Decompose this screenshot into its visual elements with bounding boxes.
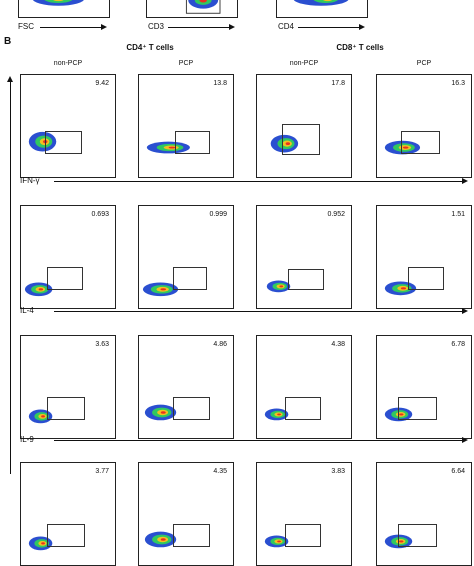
- gate-box: [172, 397, 211, 420]
- panel-a-arrowhead-fsc: [101, 24, 107, 30]
- gate-percentage: 4.35: [213, 468, 227, 475]
- gate-box: [285, 524, 321, 547]
- gate-percentage: 16.3: [451, 80, 465, 87]
- panel-a-arrowhead-cd3: [229, 24, 235, 30]
- flow-plot: 6.64: [376, 462, 472, 566]
- panel-a-arrow-cd3: [168, 27, 230, 28]
- flow-plot: 17.8: [256, 74, 352, 178]
- gate-percentage: 0.693: [91, 211, 109, 218]
- gate-box: [44, 131, 83, 154]
- panel-a-xlabel-cd3: CD3: [148, 22, 165, 31]
- gate-box: [397, 524, 438, 547]
- density-blob: [266, 280, 291, 293]
- col-label-cd8-pcp: PCP: [416, 60, 432, 67]
- density-blob: [28, 536, 53, 551]
- gate-box: [288, 269, 324, 290]
- y-axis-arrowhead: [7, 76, 13, 82]
- flow-plot: 3.77: [20, 462, 116, 566]
- row-marker-label: IL-4: [20, 306, 34, 315]
- panel-a-plot-cd3: [146, 0, 238, 18]
- gate-percentage: 6.64: [451, 468, 465, 475]
- row-marker-label: IL-9: [20, 435, 34, 444]
- gate-box: [400, 131, 440, 154]
- panel-a-plot-cd4: [276, 0, 368, 18]
- gate-box: [174, 131, 211, 154]
- gate-percentage: 0.999: [209, 211, 227, 218]
- density-blob: [384, 140, 421, 155]
- panel-a-xlabel-fsc: FSC: [18, 22, 34, 31]
- flow-plot: 3.63: [20, 335, 116, 439]
- flow-plot: 4.86: [138, 335, 234, 439]
- flow-plot: 3.83: [256, 462, 352, 566]
- flow-plot: 4.35: [138, 462, 234, 566]
- gate-box: [285, 397, 321, 420]
- density-blob: [144, 531, 177, 548]
- gate-box: [172, 524, 211, 547]
- gate-box: [408, 267, 444, 290]
- density-blob: [270, 134, 299, 153]
- density-blob: [384, 534, 413, 549]
- gate-percentage: 3.63: [95, 341, 109, 348]
- density-blob: [264, 535, 289, 548]
- panel-a-arrowhead-cd4: [359, 24, 365, 30]
- gate-percentage: 9.42: [95, 80, 109, 87]
- row-marker-label: IFN-γ: [20, 176, 40, 185]
- gate-box: [397, 397, 438, 420]
- flow-plot: 4.38: [256, 335, 352, 439]
- row-axis-arrowhead: [462, 308, 468, 314]
- flow-plot: 9.42: [20, 74, 116, 178]
- gate-percentage: 4.86: [213, 341, 227, 348]
- gate-box: [47, 524, 85, 547]
- row-axis-arrowhead: [462, 178, 468, 184]
- panel-a-arrow-cd4: [298, 27, 360, 28]
- col-label-cd4-nonpcp: non-PCP: [53, 60, 83, 67]
- flow-plot: 0.952: [256, 205, 352, 309]
- gate-percentage: 13.8: [213, 80, 227, 87]
- row-axis-line: [54, 311, 462, 312]
- gate-box: [47, 267, 84, 290]
- row-axis-line: [54, 440, 462, 441]
- flow-plot: 0.999: [138, 205, 234, 309]
- density-blob: [384, 407, 413, 422]
- density-blob: [146, 141, 190, 154]
- gate-box: [172, 267, 207, 290]
- density-blob: [144, 404, 177, 421]
- flow-plot: 6.78: [376, 335, 472, 439]
- density-blob: [264, 408, 289, 421]
- gate-box: [282, 123, 320, 155]
- col-label-cd4-pcp: PCP: [178, 60, 194, 67]
- gate-percentage: 4.38: [331, 341, 345, 348]
- panel-a-plot-fsc: [18, 0, 110, 18]
- gate-percentage: 3.83: [331, 468, 345, 475]
- flow-plot: 0.693: [20, 205, 116, 309]
- density-blob: [384, 281, 417, 296]
- panel-a-arrow-fsc: [40, 27, 102, 28]
- density-blob: [28, 409, 53, 424]
- gate-percentage: 3.77: [95, 468, 109, 475]
- row-axis-line: [54, 181, 462, 182]
- group-title-cd8: CD8⁺ T cells: [336, 43, 384, 52]
- flow-plot: 16.3: [376, 74, 472, 178]
- flow-plot: 1.51: [376, 205, 472, 309]
- flow-plot: 13.8: [138, 74, 234, 178]
- gate-percentage: 0.952: [327, 211, 345, 218]
- col-label-cd8-nonpcp: non-PCP: [289, 60, 319, 67]
- gate-percentage: 6.78: [451, 341, 465, 348]
- density-blob: [24, 282, 53, 297]
- panel-b-label: B: [4, 36, 12, 47]
- density-blob: [28, 131, 57, 152]
- y-axis-line: [10, 80, 11, 474]
- gate-percentage: 17.8: [331, 80, 345, 87]
- row-axis-arrowhead: [462, 437, 468, 443]
- gate-percentage: 1.51: [451, 211, 465, 218]
- group-title-cd4: CD4⁺ T cells: [126, 43, 174, 52]
- panel-a-xlabel-cd4: CD4: [278, 22, 295, 31]
- density-blob: [142, 282, 179, 297]
- gate-box: [47, 397, 85, 420]
